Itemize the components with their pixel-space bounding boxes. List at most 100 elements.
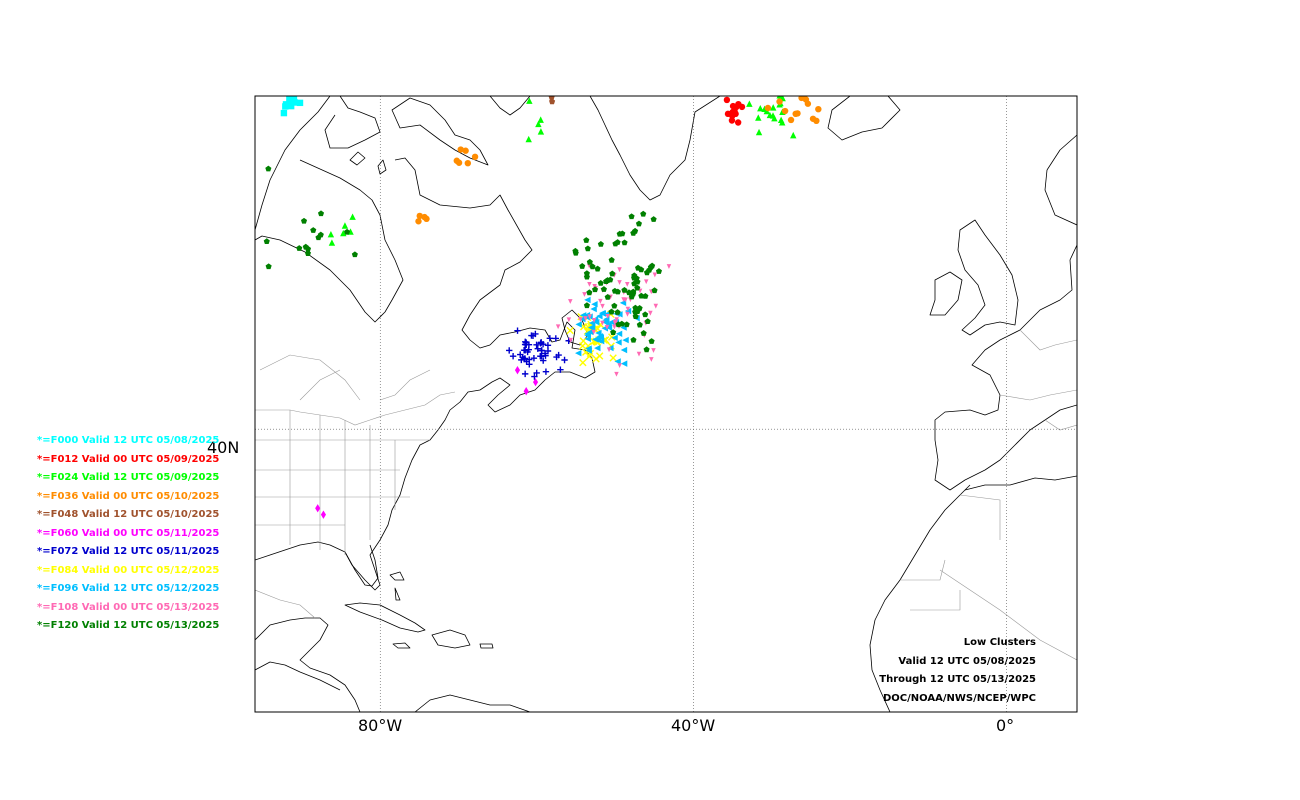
- cluster-point-f024: [327, 231, 335, 238]
- cluster-point-f108: [578, 317, 583, 322]
- cluster-point-f012: [723, 96, 731, 104]
- cluster-point-f120: [604, 293, 611, 300]
- cluster-point-f120: [609, 270, 616, 277]
- cluster-point-f024: [529, 63, 535, 69]
- info-title: Low Clusters: [963, 637, 1036, 648]
- cluster-point-f036: [455, 159, 463, 166]
- cluster-point-f084: [578, 342, 587, 350]
- cluster-point-f120: [630, 229, 637, 236]
- cluster-point-f072: [531, 373, 538, 380]
- baffin-island-south: [324, 96, 381, 149]
- cluster-point-f072: [537, 339, 545, 346]
- cluster-point-f120: [644, 318, 651, 325]
- mexico-border: [255, 589, 316, 619]
- hudson-bay-west-coast: [255, 96, 331, 231]
- cluster-point-f024: [777, 116, 785, 124]
- legend-item-f060: *=F060 Valid 00 UTC 05/11/2025: [37, 527, 220, 539]
- political-borders: [255, 329, 1077, 661]
- gulf-mexico-west: [255, 661, 341, 691]
- cluster-point-f120: [591, 286, 599, 293]
- cluster-point-f108: [598, 298, 603, 304]
- cluster-point-f120: [579, 263, 586, 269]
- cluster-point-f036: [815, 105, 822, 113]
- cluster-point-f108: [591, 318, 597, 323]
- cluster-point-f120: [584, 245, 591, 252]
- cluster-point-f120: [635, 220, 643, 227]
- cluster-point-f036: [794, 110, 801, 117]
- cluster-point-f024: [526, 97, 533, 104]
- cluster-point-f072: [538, 347, 545, 354]
- cluster-point-f120: [594, 265, 601, 272]
- legend-item-f072: *=F072 Valid 12 UTC 05/11/2025: [37, 546, 220, 557]
- cluster-point-f060: [315, 504, 321, 513]
- labrador-coast: [394, 157, 533, 349]
- cluster-point-f072: [561, 356, 568, 364]
- cluster-point-f120: [635, 264, 642, 271]
- cluster-point-f072: [552, 335, 560, 342]
- cluster-point-f120: [296, 245, 303, 251]
- cluster-point-f072: [532, 330, 539, 338]
- cluster-point-f108: [592, 283, 597, 289]
- greenland-west-inlet: [489, 96, 531, 116]
- cluster-point-f120: [597, 280, 604, 286]
- cluster-point-f000: [280, 109, 288, 117]
- cluster-point-f108: [604, 324, 610, 330]
- map-frame: [254, 95, 1078, 713]
- cluster-point-f120: [600, 286, 607, 292]
- cluster-point-f036: [764, 104, 772, 112]
- cluster-point-f120: [583, 270, 590, 277]
- cluster-point-f012: [734, 119, 742, 126]
- cluster-point-f048: [540, 86, 546, 92]
- cluster-point-f108: [643, 279, 649, 285]
- cluster-point-f120: [612, 240, 619, 247]
- cluster-point-f072: [540, 357, 547, 364]
- cluster-point-f096: [599, 309, 606, 317]
- cluster-point-f108: [617, 363, 622, 369]
- british-isles: [957, 219, 1019, 336]
- cluster-point-f072: [538, 353, 545, 360]
- cluster-point-f120: [631, 272, 638, 279]
- legend-item-f084: *=F084 Valid 00 UTC 05/12/2025: [37, 564, 220, 576]
- cluster-point-f108: [566, 317, 572, 323]
- cluster-point-f036: [791, 89, 797, 95]
- cluster-point-f120: [344, 228, 351, 235]
- cluster-point-f036: [457, 146, 464, 153]
- cluster-point-f120: [317, 210, 325, 217]
- cluster-point-f108: [587, 314, 592, 320]
- x-tick-label-40w: 40°W: [671, 716, 716, 735]
- cluster-point-f096: [590, 305, 597, 313]
- cluster-point-f072: [557, 366, 564, 373]
- cluster-point-f024: [769, 112, 777, 119]
- cluster-point-f096: [619, 299, 627, 307]
- legend-item-f024: *=F024 Valid 12 UTC 05/09/2025: [37, 472, 220, 483]
- cluster-point-f120: [616, 230, 623, 237]
- cluster-point-f036: [809, 115, 817, 122]
- cluster-point-f096: [620, 346, 628, 354]
- cluster-point-f120: [589, 263, 596, 270]
- cluster-point-f072: [546, 335, 554, 342]
- cluster-point-f096: [611, 334, 618, 341]
- cluster-point-f096: [584, 335, 591, 343]
- cluster-point-f108: [583, 316, 588, 321]
- cluster-point-f120: [572, 247, 579, 254]
- cluster-point-f096: [615, 339, 622, 346]
- jamaica: [392, 642, 411, 649]
- us-canada-border: [255, 391, 456, 426]
- cluster-point-f036: [802, 96, 810, 103]
- cluster-point-f072: [526, 361, 533, 368]
- cluster-point-f120: [643, 346, 650, 353]
- cluster-point-f120: [610, 329, 617, 335]
- cluster-point-f120: [611, 302, 618, 309]
- cluster-point-f120: [651, 287, 658, 294]
- cluster-point-f120: [640, 330, 647, 336]
- cluster-point-f108: [653, 303, 659, 309]
- legend-item-f048: *=F048 Valid 12 UTC 05/10/2025: [37, 509, 220, 520]
- cluster-point-f096: [594, 344, 601, 352]
- cluster-point-f108: [649, 357, 654, 362]
- cluster-point-f072: [534, 345, 541, 352]
- cluster-point-f108: [625, 281, 630, 287]
- cluster-point-f084: [585, 352, 594, 361]
- cluster-point-f036: [787, 116, 795, 124]
- cuba: [344, 602, 426, 633]
